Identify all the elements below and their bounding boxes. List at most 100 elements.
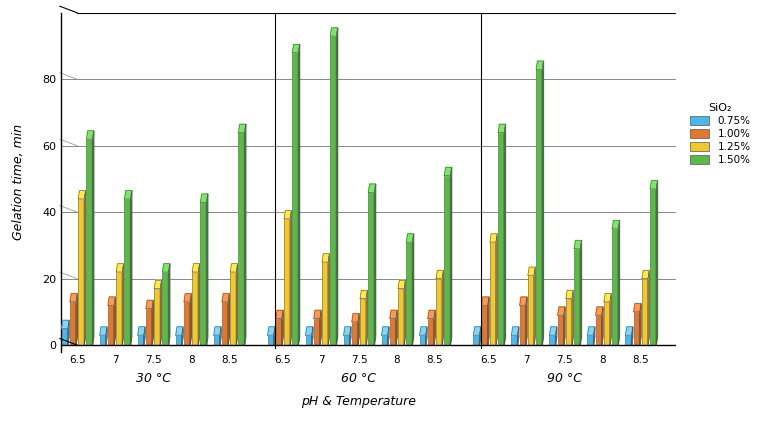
Polygon shape [298, 45, 300, 345]
Polygon shape [542, 61, 544, 345]
Polygon shape [122, 264, 124, 345]
Polygon shape [406, 234, 414, 242]
FancyBboxPatch shape [625, 335, 631, 345]
FancyBboxPatch shape [650, 189, 656, 345]
Polygon shape [184, 293, 191, 302]
Polygon shape [366, 290, 367, 345]
Polygon shape [520, 297, 527, 305]
Y-axis label: Gelation time, min: Gelation time, min [12, 124, 25, 240]
Polygon shape [70, 293, 78, 302]
Polygon shape [282, 310, 283, 345]
FancyBboxPatch shape [78, 199, 84, 345]
Polygon shape [382, 327, 389, 335]
Polygon shape [412, 234, 414, 345]
Polygon shape [388, 327, 389, 345]
FancyBboxPatch shape [634, 312, 640, 345]
Text: 30 °C: 30 °C [136, 372, 170, 385]
Polygon shape [549, 327, 557, 335]
FancyBboxPatch shape [390, 319, 396, 345]
Polygon shape [78, 190, 85, 199]
Polygon shape [511, 327, 518, 335]
FancyBboxPatch shape [230, 272, 237, 345]
FancyBboxPatch shape [284, 219, 290, 345]
Polygon shape [319, 310, 321, 345]
Polygon shape [312, 327, 313, 345]
Polygon shape [555, 327, 557, 345]
FancyBboxPatch shape [566, 299, 572, 345]
FancyBboxPatch shape [314, 319, 319, 345]
FancyBboxPatch shape [108, 305, 114, 345]
FancyBboxPatch shape [343, 335, 349, 345]
FancyBboxPatch shape [116, 272, 122, 345]
FancyBboxPatch shape [511, 335, 518, 345]
Polygon shape [200, 194, 208, 202]
Polygon shape [267, 327, 275, 335]
Polygon shape [61, 320, 69, 329]
FancyBboxPatch shape [612, 229, 618, 345]
Polygon shape [244, 124, 246, 345]
Polygon shape [106, 327, 107, 345]
Polygon shape [634, 304, 641, 312]
Polygon shape [214, 327, 221, 335]
Polygon shape [131, 190, 132, 345]
FancyBboxPatch shape [428, 319, 434, 345]
Polygon shape [374, 184, 376, 345]
Polygon shape [656, 181, 657, 345]
Text: 60 °C: 60 °C [342, 372, 376, 385]
Polygon shape [293, 45, 300, 53]
FancyBboxPatch shape [445, 176, 450, 345]
Polygon shape [146, 300, 154, 308]
FancyBboxPatch shape [124, 199, 131, 345]
Polygon shape [574, 241, 581, 249]
Polygon shape [450, 167, 452, 345]
Polygon shape [336, 28, 338, 345]
FancyBboxPatch shape [176, 335, 182, 345]
Polygon shape [68, 320, 69, 345]
Polygon shape [198, 264, 200, 345]
FancyBboxPatch shape [200, 202, 207, 345]
Polygon shape [192, 264, 200, 272]
Polygon shape [398, 280, 406, 289]
Polygon shape [445, 167, 452, 176]
Polygon shape [396, 310, 397, 345]
FancyBboxPatch shape [222, 302, 228, 345]
Polygon shape [168, 264, 170, 345]
Polygon shape [360, 290, 367, 299]
FancyBboxPatch shape [473, 335, 479, 345]
Polygon shape [152, 300, 154, 345]
FancyBboxPatch shape [267, 335, 273, 345]
Polygon shape [163, 264, 170, 272]
FancyBboxPatch shape [574, 249, 580, 345]
Polygon shape [230, 264, 237, 272]
FancyBboxPatch shape [398, 289, 404, 345]
Polygon shape [190, 293, 191, 345]
FancyBboxPatch shape [322, 262, 328, 345]
Polygon shape [482, 297, 489, 305]
Polygon shape [182, 327, 183, 345]
Polygon shape [328, 254, 329, 345]
Polygon shape [428, 310, 435, 319]
FancyBboxPatch shape [482, 305, 488, 345]
FancyBboxPatch shape [419, 335, 425, 345]
Polygon shape [322, 254, 329, 262]
FancyBboxPatch shape [192, 272, 198, 345]
FancyBboxPatch shape [330, 36, 336, 345]
FancyBboxPatch shape [520, 305, 526, 345]
Polygon shape [504, 124, 505, 345]
Polygon shape [358, 314, 359, 345]
FancyBboxPatch shape [239, 133, 244, 345]
Polygon shape [566, 290, 573, 299]
Polygon shape [87, 131, 94, 139]
FancyBboxPatch shape [87, 139, 92, 345]
Polygon shape [434, 310, 435, 345]
Polygon shape [290, 211, 291, 345]
Polygon shape [76, 293, 78, 345]
FancyBboxPatch shape [154, 289, 161, 345]
Polygon shape [436, 270, 443, 279]
Polygon shape [137, 327, 145, 335]
Polygon shape [116, 264, 124, 272]
FancyBboxPatch shape [369, 192, 374, 345]
FancyBboxPatch shape [498, 133, 504, 345]
FancyBboxPatch shape [490, 242, 496, 345]
Polygon shape [631, 327, 633, 345]
